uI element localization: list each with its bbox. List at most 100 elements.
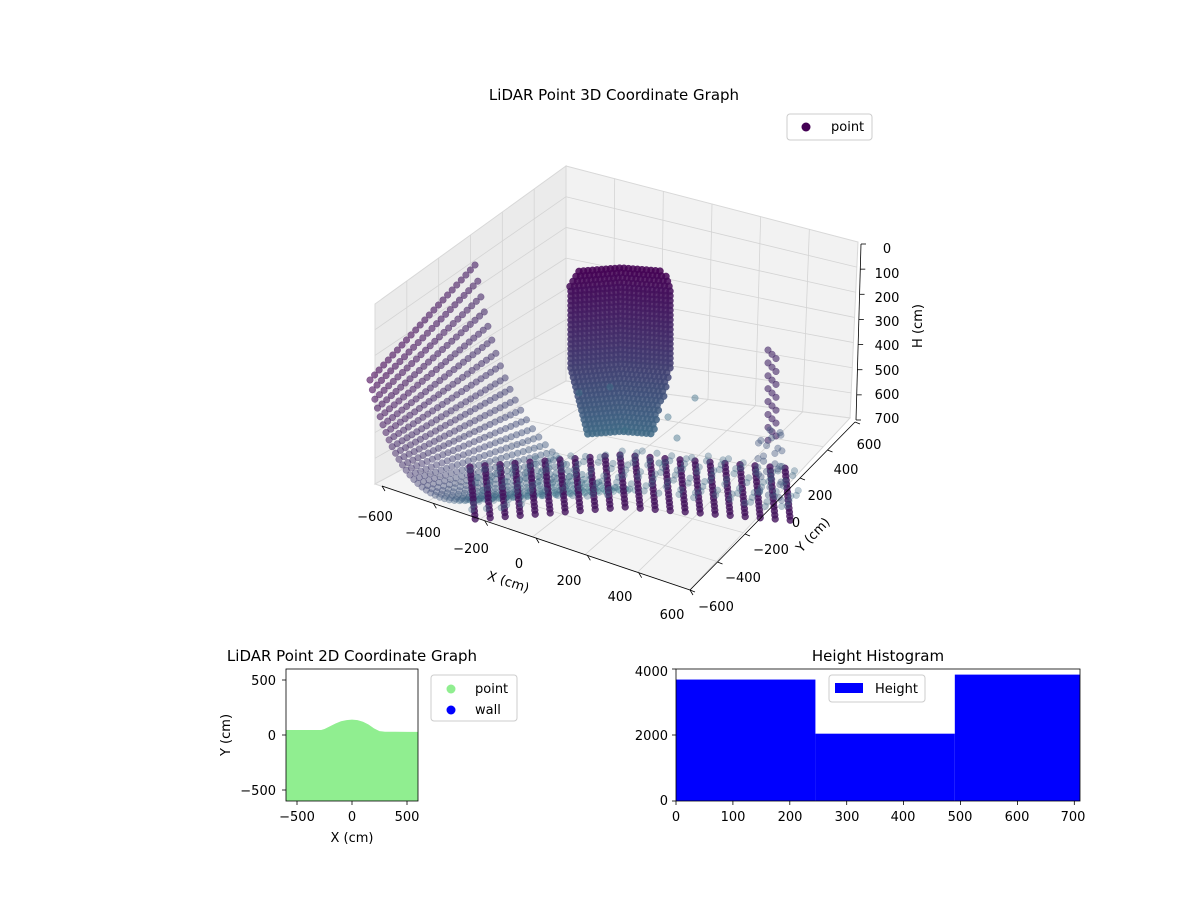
- cloud-point: [460, 291, 468, 299]
- cloud-point: [688, 453, 696, 462]
- cloud-point: [432, 416, 440, 424]
- cloud-point: [514, 482, 522, 490]
- cloud-point: [635, 473, 643, 481]
- cloud-point: [458, 466, 466, 474]
- cloud-point: [423, 457, 431, 465]
- cloud-point: [419, 334, 427, 342]
- x-tick-label: 500: [948, 810, 973, 825]
- cloud-point: [787, 492, 795, 500]
- cloud-point: [629, 459, 637, 467]
- cloud-point: [389, 377, 397, 385]
- cloud-point: [748, 493, 756, 501]
- cloud-point: [446, 475, 454, 483]
- cloud-point: [491, 488, 499, 496]
- cloud-point: [708, 471, 716, 480]
- cloud-point: [651, 505, 659, 514]
- cloud-point: [531, 510, 539, 518]
- cloud-point: [504, 495, 513, 504]
- cloud-point: [728, 490, 736, 498]
- cloud-point: [491, 380, 499, 388]
- y-tick-label: 600: [857, 438, 882, 453]
- cloud-point: [426, 342, 434, 350]
- cloud-point: [616, 452, 624, 460]
- cloud-point: [471, 479, 480, 487]
- cloud-point: [429, 480, 437, 488]
- cloud-point: [763, 498, 771, 506]
- cloud-point: [445, 481, 453, 489]
- cloud-point: [547, 454, 555, 462]
- cloud-point: [470, 428, 479, 436]
- cloud-point: [479, 486, 487, 494]
- cloud-point: [669, 476, 678, 484]
- cloud-point: [741, 512, 749, 521]
- cloud-point: [768, 475, 776, 483]
- cloud-point: [448, 337, 456, 345]
- cloud-point: [403, 434, 411, 442]
- cloud-point: [452, 333, 460, 341]
- x-tick-label: 0: [515, 557, 523, 572]
- cloud-point: [529, 435, 537, 443]
- cloud-point: [477, 375, 485, 383]
- cloud-point: [455, 296, 464, 304]
- cloud-point: [546, 509, 554, 517]
- cloud-point: [548, 478, 557, 486]
- cloud-point: [465, 430, 473, 438]
- cloud-point: [410, 343, 418, 351]
- x-tick-mark: [381, 485, 386, 492]
- cloud-point: [511, 396, 519, 404]
- cloud-point: [414, 339, 422, 347]
- cloud-point: [425, 397, 433, 406]
- cloud-point: [458, 388, 466, 396]
- cloud-point: [717, 461, 725, 469]
- cloud-point: [496, 427, 504, 435]
- cloud-point: [666, 457, 674, 465]
- cloud-point: [461, 489, 469, 497]
- cloud-point: [411, 371, 419, 379]
- cloud-point: [486, 383, 494, 391]
- cloud-point: [778, 447, 786, 455]
- cloud-point: [460, 342, 469, 350]
- cloud-point: [447, 494, 455, 502]
- cloud-point: [434, 350, 442, 358]
- cloud-point: [366, 376, 374, 384]
- cloud-point: [462, 325, 470, 333]
- cloud-point: [772, 355, 780, 363]
- cloud-point: [458, 472, 466, 480]
- cloud-point: [371, 395, 379, 403]
- cloud-point: [442, 471, 450, 479]
- cloud-point: [434, 444, 443, 452]
- x-tick-label: 200: [778, 810, 803, 825]
- cloud-point: [530, 460, 538, 468]
- cloud-point: [478, 360, 486, 368]
- grid-line: [754, 216, 762, 406]
- cloud-point: [450, 496, 458, 504]
- cloud-point: [768, 468, 777, 476]
- z-tick-label: 100: [875, 267, 900, 282]
- cloud-point: [491, 448, 499, 456]
- cloud-point: [404, 389, 412, 397]
- cloud-point: [405, 348, 413, 356]
- cloud-point: [424, 449, 432, 457]
- cloud-point: [606, 383, 614, 391]
- cloud-point: [437, 362, 445, 370]
- cloud-point: [627, 480, 635, 488]
- cloud-point: [434, 301, 443, 309]
- cloud-point: [435, 478, 443, 486]
- cloud-point: [636, 468, 645, 476]
- cloud-point: [565, 473, 573, 481]
- cloud-point: [755, 488, 763, 496]
- cloud-point: [779, 482, 788, 490]
- cloud-point: [507, 433, 515, 441]
- cloud-point: [772, 406, 780, 414]
- cloud-point: [774, 465, 782, 473]
- cloud-point: [496, 362, 504, 370]
- cloud-point: [455, 435, 463, 443]
- y-tick-label: 400: [834, 463, 859, 478]
- y-tick-label: 0: [792, 516, 800, 531]
- y-axis-line: [689, 421, 856, 591]
- cloud-point: [427, 419, 436, 427]
- y-tick-mark: [854, 421, 861, 425]
- cloud-point: [759, 478, 767, 486]
- cloud-point: [460, 442, 468, 450]
